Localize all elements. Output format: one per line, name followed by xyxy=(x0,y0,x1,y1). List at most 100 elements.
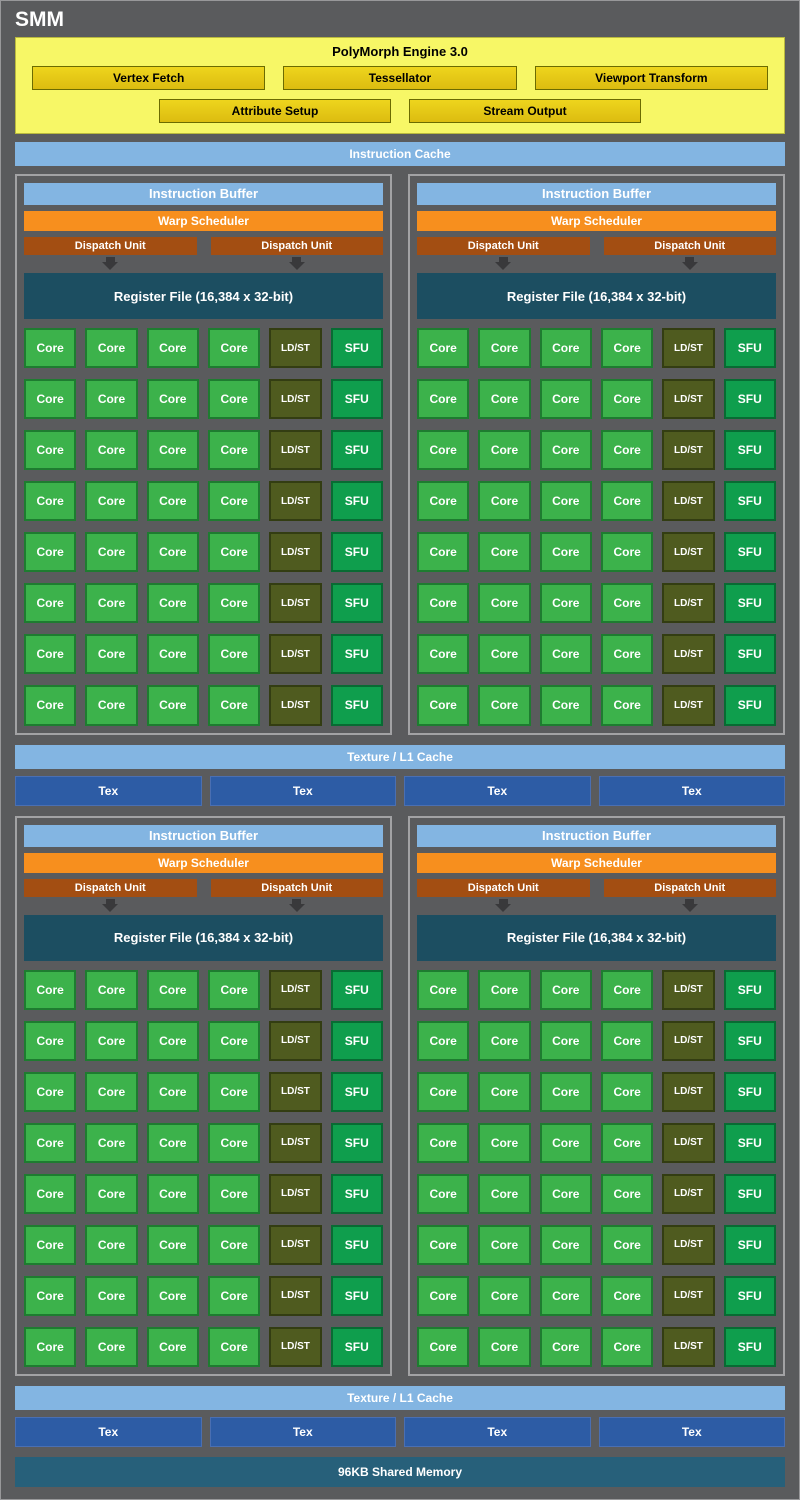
core-cell: Core xyxy=(417,1071,470,1112)
sfu-cell: SFU xyxy=(330,1224,383,1265)
core-cell: Core xyxy=(207,1224,261,1265)
core-cell: Core xyxy=(539,969,592,1010)
core-cell: Core xyxy=(146,685,199,726)
core-cell: Core xyxy=(146,1326,199,1367)
arrow-stem xyxy=(685,898,695,904)
core-grid-row: Core Core Core Core LD/ST SFU xyxy=(417,583,776,624)
core-cell: Core xyxy=(478,969,531,1010)
ldst-cell: LD/ST xyxy=(269,1224,322,1265)
core-grid-row: Core Core Core Core LD/ST SFU xyxy=(24,379,383,420)
core-cell: Core xyxy=(85,481,138,522)
core-cell: Core xyxy=(478,1020,531,1061)
core-grid-row: Core Core Core Core LD/ST SFU xyxy=(24,328,383,369)
processing-block: Instruction Buffer Warp Scheduler Dispatch… xyxy=(15,174,392,735)
core-cell: Core xyxy=(207,1275,261,1316)
core-cell: Core xyxy=(539,1020,592,1061)
core-cell: Core xyxy=(417,1224,470,1265)
tex-unit: Tex xyxy=(404,775,591,806)
core-cell: Core xyxy=(417,1020,470,1061)
core-cell: Core xyxy=(478,532,531,573)
core-grid-row: Core Core Core Core LD/ST SFU xyxy=(417,685,776,726)
dispatch-row: Dispatch Unit Dispatch Unit xyxy=(24,237,383,272)
core-grid-row: Core Core Core Core LD/ST SFU xyxy=(24,1275,383,1316)
core-cell: Core xyxy=(85,1122,138,1163)
dispatch-unit: Dispatch Unit xyxy=(210,878,383,897)
texture-l1-cache-bar-bottom: Texture / L1 Cache xyxy=(15,1386,785,1410)
arrow-head xyxy=(102,262,119,270)
core-cell: Core xyxy=(600,379,654,420)
sfu-cell: SFU xyxy=(723,1224,776,1265)
core-cell: Core xyxy=(146,583,199,624)
core-grid: Core Core Core Core LD/ST SFU Core Core Core Core… xyxy=(24,328,383,726)
core-cell: Core xyxy=(539,481,592,522)
arrow-head xyxy=(681,262,698,270)
arrow-stem xyxy=(685,257,695,262)
sfu-cell: SFU xyxy=(330,969,383,1010)
core-cell: Core xyxy=(24,328,77,369)
arrow-stem xyxy=(292,898,302,904)
dispatch-unit: Dispatch Unit xyxy=(417,237,590,255)
core-cell: Core xyxy=(146,1122,199,1163)
core-cell: Core xyxy=(539,1071,592,1112)
core-cell: Core xyxy=(207,1173,261,1214)
arrow-head xyxy=(495,262,512,270)
sfu-cell: SFU xyxy=(723,430,776,471)
core-cell: Core xyxy=(417,481,470,522)
core-cell: Core xyxy=(85,1275,138,1316)
warp-scheduler-bar: Warp Scheduler xyxy=(417,211,776,231)
core-cell: Core xyxy=(207,1071,261,1112)
core-cell: Core xyxy=(146,1071,199,1112)
sfu-cell: SFU xyxy=(723,1326,776,1367)
processing-block: Instruction Buffer Warp Scheduler Dispatch… xyxy=(15,815,392,1376)
core-cell: Core xyxy=(539,1224,592,1265)
core-grid-row: Core Core Core Core LD/ST SFU xyxy=(417,328,776,369)
core-grid-row: Core Core Core Core LD/ST SFU xyxy=(417,1224,776,1265)
sfu-cell: SFU xyxy=(330,532,383,573)
sfu-cell: SFU xyxy=(330,634,383,675)
down-arrow-icon xyxy=(417,897,590,914)
core-cell: Core xyxy=(85,634,138,675)
warp-scheduler-bar: Warp Scheduler xyxy=(24,852,383,873)
dispatch-unit: Dispatch Unit xyxy=(603,237,776,255)
core-cell: Core xyxy=(539,685,592,726)
register-file: Register File (16,384 x 32-bit) xyxy=(24,273,383,319)
core-cell: Core xyxy=(478,1122,531,1163)
down-arrow-icon xyxy=(604,897,777,914)
tex-row-bottom: Tex Tex Tex Tex xyxy=(15,1417,785,1447)
core-cell: Core xyxy=(24,583,77,624)
tex-unit: Tex xyxy=(209,1417,396,1447)
instruction-buffer-bar: Instruction Buffer xyxy=(24,824,383,847)
arrow-stem xyxy=(498,257,508,262)
polymorph-unit: Stream Output xyxy=(409,99,641,123)
sfu-cell: SFU xyxy=(330,481,383,522)
core-grid-row: Core Core Core Core LD/ST SFU xyxy=(24,1326,383,1367)
instruction-buffer-bar: Instruction Buffer xyxy=(417,824,776,847)
core-grid-row: Core Core Core Core LD/ST SFU xyxy=(24,583,383,624)
core-grid-row: Core Core Core Core LD/ST SFU xyxy=(417,1275,776,1316)
core-cell: Core xyxy=(207,969,261,1010)
core-cell: Core xyxy=(207,1020,261,1061)
polymorph-engine: PolyMorph Engine 3.0 Vertex Fetch Tessell… xyxy=(15,37,785,134)
register-file: Register File (16,384 x 32-bit) xyxy=(417,914,776,961)
core-cell: Core xyxy=(146,328,199,369)
core-cell: Core xyxy=(600,328,654,369)
core-cell: Core xyxy=(24,1020,77,1061)
core-cell: Core xyxy=(417,583,470,624)
core-cell: Core xyxy=(600,969,654,1010)
core-cell: Core xyxy=(600,1326,654,1367)
ldst-cell: LD/ST xyxy=(269,1173,322,1214)
core-cell: Core xyxy=(417,685,470,726)
ldst-cell: LD/ST xyxy=(269,1020,322,1061)
down-arrow-icon xyxy=(604,255,777,272)
core-cell: Core xyxy=(417,1173,470,1214)
sfu-cell: SFU xyxy=(723,1071,776,1112)
sfu-cell: SFU xyxy=(330,1326,383,1367)
sfu-cell: SFU xyxy=(723,532,776,573)
ldst-cell: LD/ST xyxy=(269,583,322,624)
ldst-cell: LD/ST xyxy=(269,634,322,675)
ldst-cell: LD/ST xyxy=(662,1275,715,1316)
core-cell: Core xyxy=(478,1275,531,1316)
core-cell: Core xyxy=(539,1326,592,1367)
ldst-cell: LD/ST xyxy=(662,379,715,420)
ldst-cell: LD/ST xyxy=(662,685,715,726)
